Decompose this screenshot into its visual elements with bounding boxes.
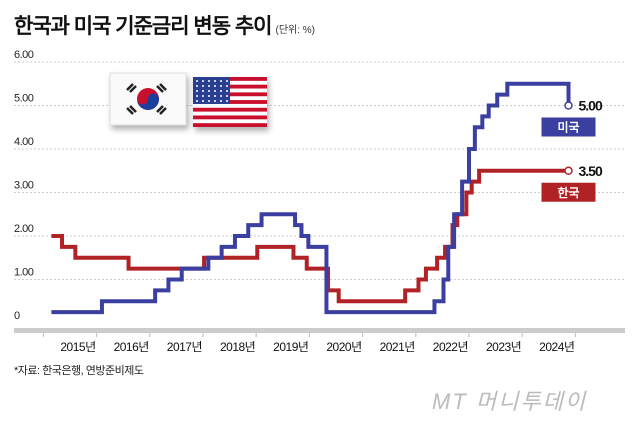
end-value-label: 5.00 xyxy=(579,98,603,114)
flag-star xyxy=(226,95,228,97)
flag-star xyxy=(220,90,222,92)
x-tick-label: 2021년 xyxy=(380,340,415,354)
y-tick-label: 3.00 xyxy=(14,180,34,192)
y-tick-label: 5.00 xyxy=(14,93,34,105)
x-tick-label: 2023년 xyxy=(486,340,521,354)
flag-star xyxy=(214,95,216,97)
flag-star xyxy=(226,85,228,87)
x-tick-label: 2022년 xyxy=(433,340,468,354)
flag-star xyxy=(226,80,228,82)
flag-star xyxy=(220,95,222,97)
series-name-label: 한국 xyxy=(557,185,579,200)
title-text: 한국과 미국 기준금리 변동 추이 xyxy=(14,15,272,38)
x-tick-label: 2018년 xyxy=(220,340,255,354)
flag-star xyxy=(202,85,204,87)
flag-star xyxy=(196,100,198,102)
flag-stripe xyxy=(193,107,267,112)
flag-star xyxy=(214,85,216,87)
flag-star xyxy=(202,80,204,82)
flag-star xyxy=(220,80,222,82)
y-tick-label: 4.00 xyxy=(14,136,34,148)
flag-stripe xyxy=(193,115,267,120)
chart-title: 한국과 미국 기준금리 변동 추이 (단위: %) xyxy=(14,10,315,40)
flag-star xyxy=(220,100,222,102)
flag-star xyxy=(208,90,210,92)
x-tick-label: 2024년 xyxy=(539,340,574,354)
flag-star xyxy=(196,95,198,97)
flag-star xyxy=(208,100,210,102)
flag-star xyxy=(214,80,216,82)
flag-star xyxy=(226,100,228,102)
y-tick-label: 2.00 xyxy=(14,223,34,235)
flag-star xyxy=(202,95,204,97)
source-note: *자료: 한국은행, 연방준비제도 xyxy=(14,365,144,377)
korea-flag-icon xyxy=(109,72,187,126)
y-tick-label: 6.00 xyxy=(14,49,34,61)
flag-canton xyxy=(193,77,230,104)
series-name-label: 미국 xyxy=(557,120,579,135)
flag-star xyxy=(214,100,216,102)
x-tick-label: 2015년 xyxy=(60,340,95,354)
flag-star xyxy=(220,85,222,87)
flag-star xyxy=(196,90,198,92)
y-tick-label: 1.00 xyxy=(14,267,34,279)
series-tag xyxy=(541,182,596,202)
flag-star xyxy=(202,100,204,102)
x-tick-label: 2017년 xyxy=(167,340,202,354)
unit-label: (단위: %) xyxy=(275,25,316,36)
x-tick-label: 2020년 xyxy=(326,340,361,354)
end-value-label: 3.50 xyxy=(579,163,603,179)
flag-star xyxy=(208,80,210,82)
series-line-us xyxy=(51,81,571,315)
x-tick-label: 2016년 xyxy=(114,340,149,354)
publisher-logo: MT 머니투데이 xyxy=(432,389,588,414)
end-marker xyxy=(564,101,573,110)
flag-star xyxy=(196,85,198,87)
flag-star xyxy=(214,90,216,92)
flag-star xyxy=(226,90,228,92)
series-tag xyxy=(541,117,596,137)
y-tick-label: 0 xyxy=(14,310,20,322)
end-marker xyxy=(564,166,573,175)
flag-star xyxy=(196,80,198,82)
x-tick-label: 2019년 xyxy=(273,340,308,354)
us-flag-icon xyxy=(193,77,267,127)
flag-star xyxy=(202,90,204,92)
flag-star xyxy=(208,85,210,87)
flag-star xyxy=(208,95,210,97)
flag-stripe xyxy=(193,123,267,127)
x-axis xyxy=(14,328,625,333)
